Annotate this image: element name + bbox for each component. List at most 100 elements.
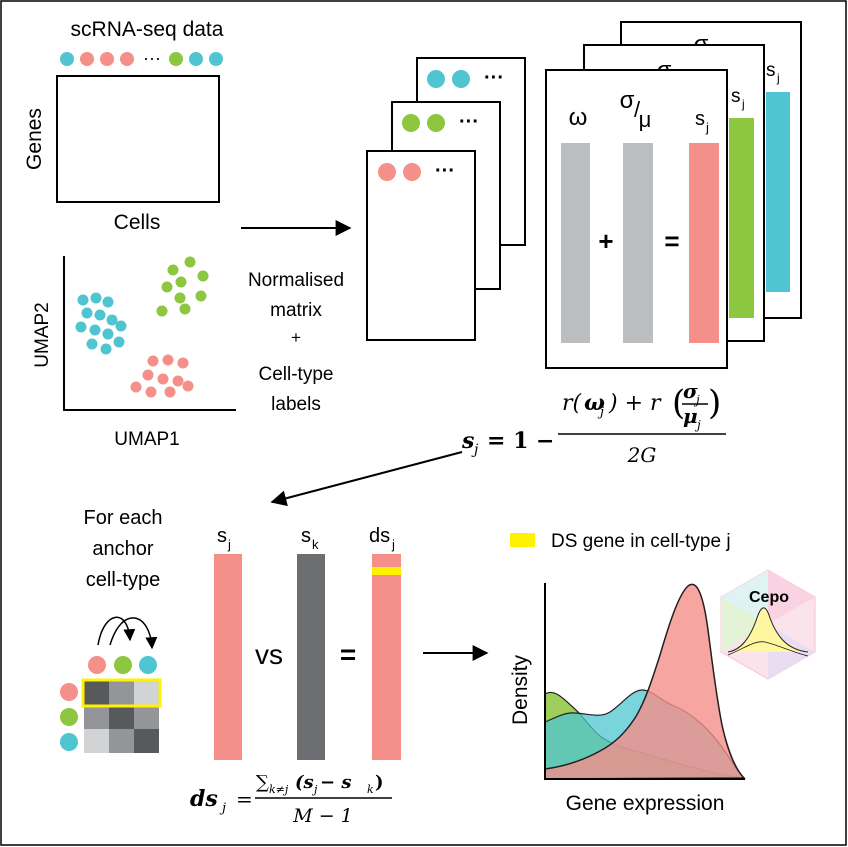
genes-label: Genes — [23, 108, 46, 170]
cell-dot-salmon — [120, 52, 134, 66]
vs-label: vs — [255, 639, 283, 670]
logo-curve-yellow — [727, 607, 809, 653]
formula-sj-j: j — [471, 442, 479, 458]
formula-sigma-j: j — [693, 393, 700, 407]
umap-point — [86, 338, 98, 350]
umap-point — [197, 270, 209, 282]
umap-point — [162, 354, 174, 366]
anchor-line3: cell-type — [86, 569, 160, 591]
statistic-panels: σ s j σ s j ω σ / μ s j + = — [545, 21, 802, 369]
cell-dot-green — [169, 52, 183, 66]
sj-bar-bottom — [214, 554, 242, 760]
normalised-label: Normalised matrix + Cell-type labels — [248, 270, 344, 415]
logo-curve-line — [727, 641, 809, 657]
umap-point — [164, 386, 176, 398]
formula2-den: M − 1 — [292, 805, 353, 827]
formula-paren-close: ) — [708, 383, 721, 423]
col-sj-s: s — [217, 525, 227, 547]
equals-sign-bottom: = — [340, 639, 356, 670]
formula2-s1-sub: j — [311, 783, 318, 796]
grid-cell — [134, 729, 159, 753]
row-dot-teal — [60, 733, 78, 751]
label-celltype: Cell-type — [259, 364, 334, 385]
formula-sj-s: s — [461, 428, 474, 454]
umap-y-label: UMAP2 — [32, 302, 53, 367]
dsj-bar — [372, 554, 401, 760]
sj-bar — [689, 143, 719, 343]
loop-arrow-1 — [97, 616, 136, 646]
formula-mu: μ — [683, 404, 698, 428]
umap-cluster-teal — [75, 292, 127, 355]
plus-sign: + — [598, 226, 613, 256]
umap-point — [175, 276, 187, 288]
col-dot-green — [114, 656, 132, 674]
col-dsj-j: j — [391, 537, 395, 552]
cepo-logo: Cepo — [720, 569, 816, 680]
grid-cell — [109, 705, 134, 729]
anchor-grid — [60, 616, 162, 753]
umap-point — [145, 386, 157, 398]
formula2-minus-s: − s — [320, 772, 351, 793]
umap-point — [177, 357, 189, 369]
logo-text: Cepo — [749, 589, 789, 606]
expression-matrix — [56, 75, 220, 203]
umap-point — [179, 303, 191, 315]
formula2-eq: = — [236, 787, 253, 811]
sigma-mu-bar — [623, 143, 653, 343]
panel-green-s: s — [731, 86, 741, 107]
density-curve-salmon — [544, 583, 746, 780]
grid-cell — [134, 705, 159, 729]
umap-point — [94, 309, 106, 321]
scrnaseq-title: scRNA-seq data — [71, 18, 224, 41]
formula-omega-j: j — [597, 405, 604, 420]
ellipsis: ··· — [143, 48, 161, 68]
col-dot-teal — [139, 656, 157, 674]
panel-green-j: j — [741, 97, 745, 111]
matrix-stack: ··· ··· ··· — [366, 57, 526, 341]
umap-point — [174, 292, 186, 304]
mu-label: μ — [639, 107, 652, 132]
umap-point — [102, 296, 114, 308]
grid-cell — [84, 705, 109, 729]
col-sk-k: k — [312, 537, 319, 552]
ellipsis: ··· — [435, 160, 455, 182]
formula2-s2-sub: k — [367, 783, 374, 796]
umap-point — [157, 373, 169, 385]
umap-point — [167, 264, 179, 276]
formula-paren-open: ( — [672, 383, 685, 423]
density-plot: Density Gene expression — [509, 583, 746, 815]
sigma-label: σ — [620, 87, 635, 114]
col-sj-j: j — [227, 537, 231, 552]
formula-one-minus: = 1 − — [487, 428, 555, 454]
omega-bar — [561, 143, 590, 343]
formula2-sum-sub: k≠j — [269, 783, 289, 796]
cell-dot-salmon — [378, 163, 396, 181]
umap-point — [106, 314, 118, 326]
cell-dot-green — [402, 114, 420, 132]
panel-teal-s: s — [766, 60, 776, 81]
formula2-close: ) — [375, 772, 384, 793]
umap-axes — [63, 256, 236, 411]
umap-point — [184, 256, 196, 268]
omega-label: ω — [569, 104, 588, 131]
cell-dots-row: ··· — [60, 48, 223, 68]
matrix-card-salmon — [366, 150, 476, 341]
formula2-ds-j: j — [219, 801, 226, 816]
col-dsj-ds: ds — [369, 525, 390, 547]
col-dot-salmon — [88, 656, 106, 674]
formula2-s1: (s — [295, 772, 314, 793]
umap-point — [161, 281, 173, 293]
anchor-label: For each anchor cell-type — [84, 507, 163, 591]
sj-label-s: s — [695, 108, 705, 130]
cell-dot-green — [427, 114, 445, 132]
formula-denominator: 2G — [627, 443, 657, 467]
cell-dot-teal — [189, 52, 203, 66]
umap-cluster-green — [156, 256, 209, 317]
umap-point — [102, 328, 114, 340]
slash-label: / — [634, 97, 641, 122]
grid-cell — [84, 681, 109, 705]
anchor-line2: anchor — [92, 538, 153, 560]
umap-point — [115, 320, 127, 332]
